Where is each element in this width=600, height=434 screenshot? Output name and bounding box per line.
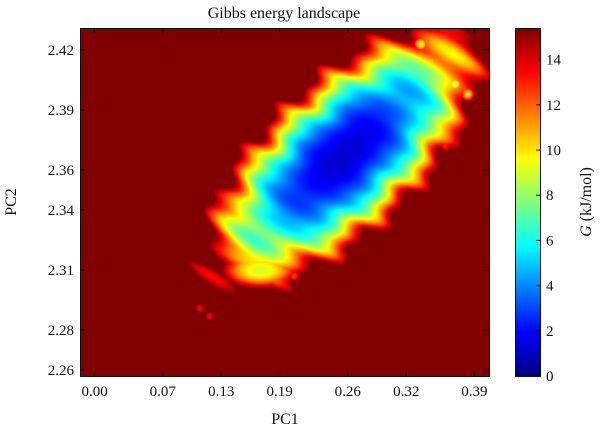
y-tick-label: 2.28: [48, 323, 74, 339]
x-tick-label: 0.26: [335, 384, 362, 400]
colorbar-tick-label: 10: [546, 143, 561, 159]
y-tick-label: 2.42: [48, 43, 74, 59]
y-tick-label: 2.39: [48, 103, 74, 119]
plot-frame: [80, 28, 490, 377]
y-tick-label: 2.34: [48, 203, 75, 219]
colorbar-tick-label: 0: [546, 369, 554, 385]
colorbar-tick-label: 6: [546, 233, 554, 249]
chart-title: Gibbs energy landscape: [208, 5, 361, 22]
x-axis-label: PC1: [271, 411, 299, 428]
x-axis-ticks: 0.00 0.07 0.13 0.19 0.26 0.32 0.39: [81, 28, 488, 400]
x-tick-label: 0.07: [150, 384, 177, 400]
y-tick-label: 2.26: [48, 363, 75, 379]
y-axis-label: PC2: [3, 188, 20, 216]
colorbar-tick-label: 2: [546, 324, 554, 340]
y-tick-label: 2.31: [48, 263, 74, 279]
colorbar-frame: [515, 28, 541, 377]
heatmap-image: [80, 28, 489, 376]
x-tick-label: 0.00: [81, 384, 107, 400]
colorbar-label: G (kJ/mol): [578, 167, 595, 237]
colorbar-tick-label: 12: [546, 98, 561, 114]
colorbar-label-symbol: G: [578, 225, 595, 237]
x-tick-label: 0.39: [461, 384, 487, 400]
x-tick-label: 0.32: [393, 384, 419, 400]
colorbar-gradient: [515, 28, 540, 376]
colorbar-label-unit: (kJ/mol): [578, 167, 595, 225]
y-axis-ticks: 2.26 2.28 2.31 2.34 2.36 2.39 2.42: [48, 43, 489, 379]
colorbar-ticks: 0 2 4 6 8 10 12 14: [536, 53, 562, 385]
colorbar-tick-label: 14: [546, 53, 562, 69]
colorbar-tick-label: 4: [546, 279, 554, 295]
y-tick-label: 2.36: [48, 163, 75, 179]
x-tick-label: 0.19: [267, 384, 293, 400]
colorbar-tick-label: 8: [546, 188, 554, 204]
x-tick-label: 0.13: [208, 384, 234, 400]
